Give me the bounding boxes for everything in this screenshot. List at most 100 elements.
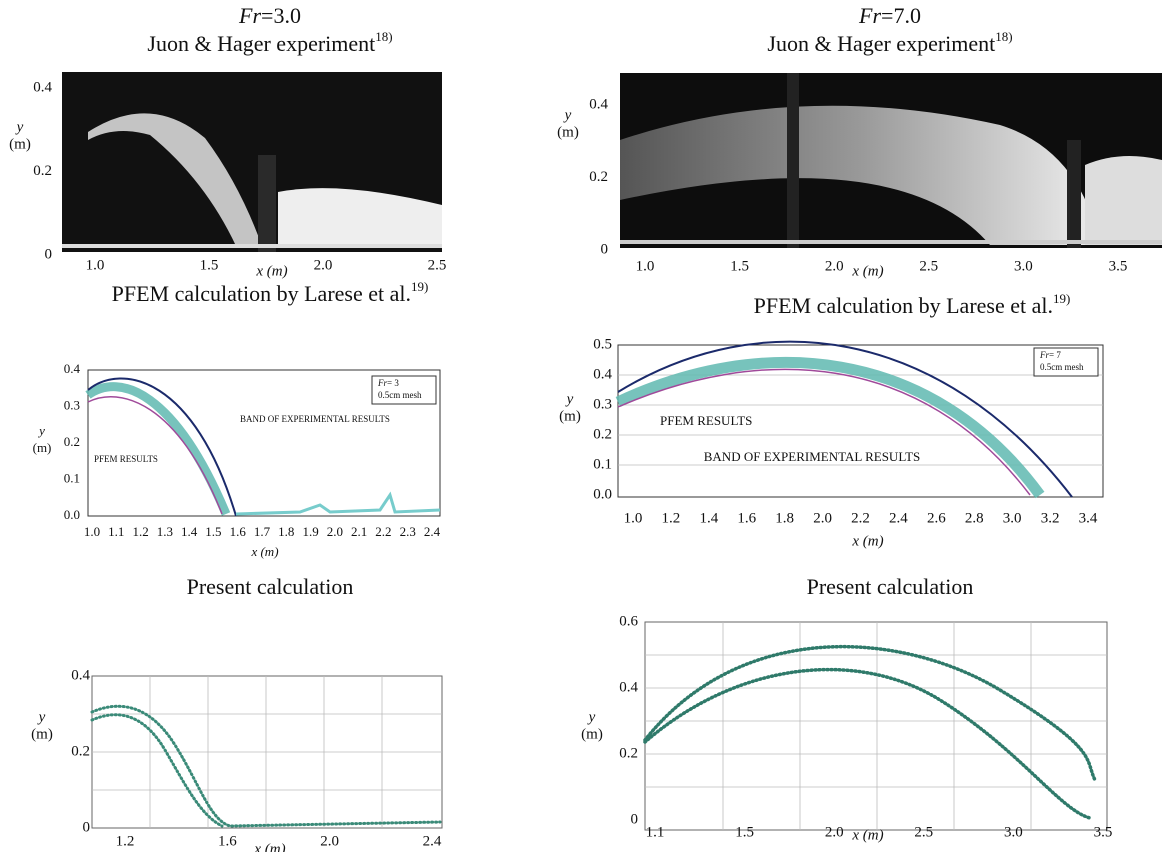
x-tick-label: 2.0 — [813, 510, 832, 526]
y-tick-label: 0.3 — [593, 396, 612, 412]
particles — [643, 667, 1092, 820]
reference: 19) — [1053, 291, 1070, 306]
x-tick-label: 1.5 — [735, 824, 754, 840]
fr-value: = 7 — [1049, 350, 1061, 360]
jet — [88, 113, 262, 246]
x-tick-label: 3.0 — [1003, 510, 1022, 526]
fr-value: =3.0 — [261, 3, 301, 28]
x-axis-label: x (m) — [253, 841, 285, 852]
x-tick-label: 2.5 — [919, 258, 938, 274]
reference: 19) — [411, 279, 428, 294]
x-tick-label: 1.7 — [254, 524, 271, 539]
x-tick-label: 2.4 — [423, 833, 442, 849]
x-tick-label: 1.0 — [84, 524, 100, 539]
y-axis-unit: (m) — [557, 124, 579, 140]
x-tick-label: 3.4 — [1079, 510, 1098, 526]
y-axis-unit: (m) — [33, 440, 52, 455]
fr-symbol: Fr — [377, 378, 387, 388]
legend-text: 0.5cm mesh — [378, 390, 422, 400]
y-tick-label: 0.3 — [64, 397, 80, 412]
x-tick-label: 2.0 — [327, 524, 343, 539]
plot-frame — [644, 621, 1108, 831]
grid — [92, 676, 442, 828]
annotation: PFEM RESULTS — [660, 413, 752, 428]
y-tick-label: 0.4 — [33, 79, 52, 95]
x-tick-label: 3.5 — [1109, 258, 1128, 274]
particles — [643, 644, 1097, 782]
panel-title: PFEM calculation by Larese et al.19) — [754, 291, 1071, 318]
x-tick-label: 1.8 — [278, 524, 294, 539]
x-axis-label: x (m) — [851, 263, 883, 279]
x-tick-label: 1.0 — [636, 258, 655, 274]
x-tick-label: 2.0 — [320, 833, 339, 849]
x-tick-label: 1.5 — [200, 257, 219, 273]
x-tick-label: 1.2 — [116, 833, 135, 849]
x-tick-label: 2.0 — [314, 257, 333, 273]
title-text: Juon & Hager experiment — [147, 31, 375, 56]
legend-box — [1033, 347, 1099, 377]
x-tick-label: 3.0 — [1014, 258, 1033, 274]
fr-value: = 3 — [387, 378, 399, 388]
annotation: BAND OF EXPERIMENTAL RESULTS — [704, 449, 921, 464]
x-tick-label: 1.3 — [157, 524, 173, 539]
x-tick-label: 2.4 — [889, 510, 908, 526]
x-tick-label: 2.2 — [375, 524, 391, 539]
y-axis-label: y — [37, 709, 46, 725]
panel-title: Juon & Hager experiment18) — [147, 29, 392, 56]
y-tick-label: 0.1 — [593, 456, 612, 472]
legend-text: Fr= 7 — [1039, 350, 1061, 360]
band — [615, 356, 1045, 499]
band — [235, 491, 441, 516]
legend-box — [371, 375, 437, 405]
y-tick-label: 0 — [601, 241, 609, 257]
y-tick-label: 0 — [83, 819, 91, 835]
x-tick-label: 1.1 — [646, 824, 665, 840]
y-tick-label: 0.4 — [64, 361, 81, 376]
y-tick-label: 0.6 — [619, 613, 638, 629]
x-tick-label: 1.0 — [86, 257, 105, 273]
gate — [787, 73, 799, 248]
x-tick-label: 1.4 — [181, 524, 198, 539]
x-tick-label: 2.8 — [965, 510, 984, 526]
x-axis-label: x (m) — [851, 533, 883, 549]
title-text: Juon & Hager experiment — [767, 31, 995, 56]
title-text: PFEM calculation by Larese et al. — [754, 293, 1053, 318]
y-tick-label: 0.0 — [593, 486, 612, 502]
floor — [620, 240, 1162, 244]
y-axis-label: y — [587, 709, 596, 725]
x-tick-label: 1.9 — [302, 524, 318, 539]
grid — [618, 374, 1103, 466]
reference: 18) — [995, 29, 1012, 44]
annotation: PFEM RESULTS — [94, 454, 158, 464]
fr-value: =7.0 — [881, 3, 921, 28]
x-tick-label: 2.2 — [851, 510, 870, 526]
band — [85, 382, 231, 516]
x-tick-label: 1.4 — [699, 510, 718, 526]
y-tick-label: 0.2 — [589, 169, 608, 185]
y-tick-label: 0.2 — [71, 743, 90, 759]
x-tick-label: 1.5 — [730, 258, 749, 274]
x-tick-label: 1.5 — [205, 524, 221, 539]
jet — [620, 105, 1100, 245]
x-tick-label: 1.8 — [775, 510, 794, 526]
y-axis-unit: (m) — [581, 726, 603, 742]
y-tick-label: 0.4 — [593, 366, 612, 382]
y-tick-label: 0.4 — [589, 96, 608, 112]
x-tick-label: 2.0 — [825, 258, 844, 274]
curve — [87, 377, 237, 517]
panel-title: Present calculation — [807, 574, 974, 599]
x-tick-label: 1.0 — [624, 510, 643, 526]
y-axis-unit: (m) — [9, 136, 31, 152]
annotation: BAND OF EXPERIMENTAL RESULTS — [240, 414, 390, 424]
fr-symbol: Fr — [238, 3, 261, 28]
x-tick-label: 1.1 — [108, 524, 124, 539]
particles — [90, 713, 224, 828]
y-tick-label: 0.1 — [64, 470, 80, 485]
x-tick-label: 2.6 — [927, 510, 946, 526]
gate — [1067, 140, 1081, 248]
x-tick-label: 1.6 — [737, 510, 756, 526]
y-tick-label: 0.5 — [593, 336, 612, 352]
y-tick-label: 0.2 — [64, 434, 80, 449]
curve — [617, 340, 1073, 498]
